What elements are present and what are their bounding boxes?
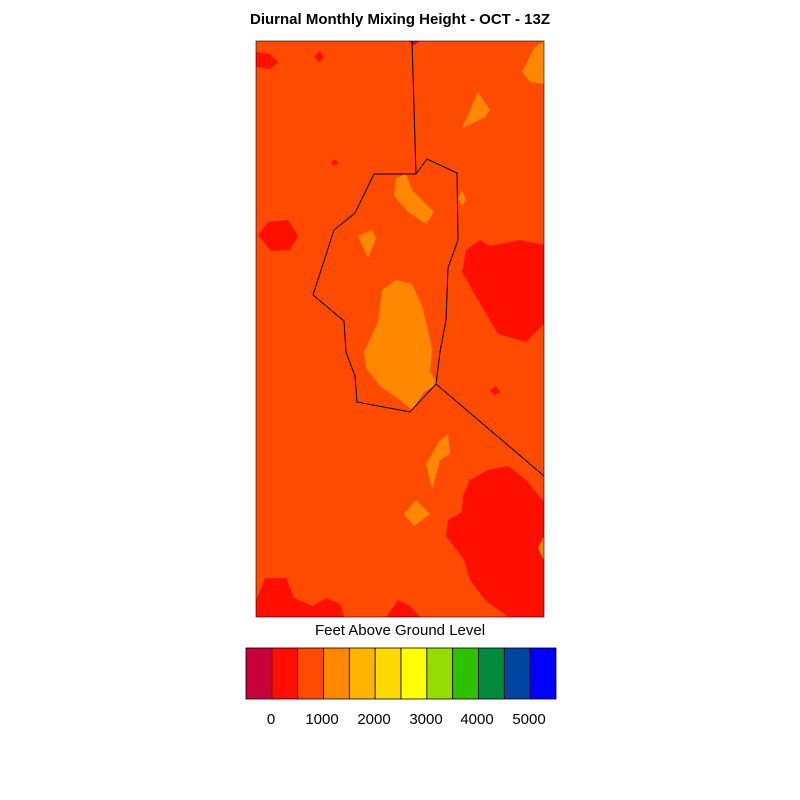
contour-region-lowest	[408, 41, 420, 45]
contour-region-mid	[394, 174, 434, 224]
legend-color-swatch	[452, 647, 479, 700]
contour-region-low	[256, 52, 278, 69]
state-boundary-line	[411, 41, 417, 175]
contour-region-mid	[426, 434, 450, 490]
legend-title: Feet Above Ground Level	[314, 622, 486, 639]
contour-region-mid	[538, 536, 544, 560]
map-title: Diurnal Monthly Mixing Height - OCT - 13…	[250, 11, 550, 28]
legend-tick-label: 3000	[409, 711, 443, 728]
contour-region-low	[446, 466, 544, 617]
legend-color-swatch	[426, 647, 454, 700]
contour-region-low	[490, 386, 500, 395]
legend-tick-label: 1000	[305, 711, 339, 728]
contour-region-mid	[458, 190, 466, 206]
legend-color-swatch	[374, 647, 402, 700]
contour-region-low	[314, 51, 324, 62]
legend-color-swatch	[297, 647, 324, 700]
contour-region-mid	[462, 92, 490, 128]
legend-tick-label: 2000	[357, 711, 391, 728]
color-legend-bar	[245, 647, 557, 700]
legend-color-swatch	[478, 647, 505, 700]
contour-region-mid	[364, 280, 438, 410]
state-boundary-line	[435, 383, 544, 477]
contour-region-mid	[522, 41, 544, 84]
legend-tick-label: 0	[266, 711, 276, 728]
legend-color-swatch	[503, 647, 531, 700]
legend-color-swatch	[529, 647, 557, 700]
legend-color-swatch	[271, 647, 299, 700]
legend-tick-label: 5000	[512, 711, 546, 728]
contour-region-low	[462, 240, 544, 342]
contour-region-low	[386, 600, 420, 617]
contour-region-low	[258, 220, 298, 251]
legend-color-swatch	[245, 647, 273, 700]
legend-tick-label: 4000	[460, 711, 494, 728]
county-boundary	[312, 158, 459, 413]
contour-region-low	[256, 578, 344, 617]
contour-region-mid	[358, 230, 376, 258]
legend-color-swatch	[400, 647, 428, 700]
map-frame	[255, 40, 545, 618]
legend-color-swatch	[348, 647, 376, 700]
legend-color-swatch	[323, 647, 350, 700]
contour-region-low	[331, 159, 338, 166]
contour-region-mid	[404, 500, 430, 526]
